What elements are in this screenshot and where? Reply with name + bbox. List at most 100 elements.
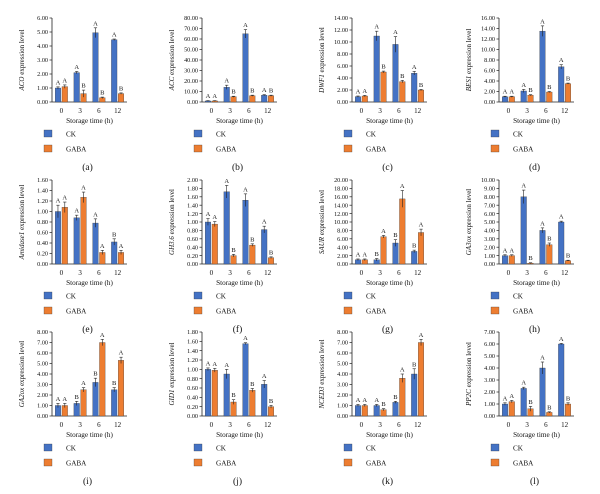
x-tick-label: 12 <box>414 269 422 277</box>
bar <box>223 191 230 265</box>
y-tick-label: 0.40 <box>187 395 198 402</box>
bar <box>520 90 527 103</box>
chart-panel-g: 0.002.004.006.008.0010.0012.0014.0016.00… <box>318 177 427 335</box>
bar <box>261 95 268 103</box>
x-tick-label: 6 <box>247 421 251 429</box>
significance-letter: B <box>112 231 117 238</box>
x-tick-label: 3 <box>228 269 232 277</box>
bar <box>268 95 275 103</box>
significance-letter: A <box>81 185 86 192</box>
x-tick-label: 0 <box>507 107 511 115</box>
y-tick-label: 8.00 <box>484 57 495 64</box>
bar <box>539 30 546 103</box>
y-tick-label: 2.00 <box>337 253 348 260</box>
y-tick-label: 6.00 <box>484 341 495 348</box>
significance-letter: A <box>521 183 526 190</box>
x-tick-label: 0 <box>507 421 511 429</box>
y-tick-label: 8.00 <box>37 329 48 336</box>
significance-letter: B <box>412 243 417 250</box>
legend-swatch-gaba <box>43 458 53 467</box>
y-tick-label: 0.00 <box>337 99 348 106</box>
legend-swatch-gaba <box>343 144 353 153</box>
y-tick-label: 5.00 <box>337 361 348 368</box>
x-tick-label: 12 <box>264 269 272 277</box>
y-tick-label: 0.00 <box>337 413 348 420</box>
x-axis-label: Storage time (h) <box>513 279 560 287</box>
y-tick-label: 40.00 <box>184 57 198 64</box>
significance-letter: A <box>419 332 424 339</box>
bar <box>418 342 425 417</box>
significance-letter: A <box>56 396 61 403</box>
legend-swatch-ck <box>193 443 203 452</box>
significance-letter: A <box>503 89 508 96</box>
significance-letter: A <box>62 195 67 202</box>
significance-letter: A <box>559 57 564 64</box>
significance-letter: A <box>112 32 117 39</box>
y-tick-label: 7.00 <box>37 340 48 347</box>
significance-letter: A <box>540 220 545 227</box>
legend-label-gaba: GABA <box>513 308 534 316</box>
bar <box>211 223 218 265</box>
chart-panel-k: 0.00 1.00 2.00 3.00 4.00 5.00 6.00 7.00 8.00 NCED… <box>318 329 427 487</box>
bar <box>249 95 256 103</box>
legend-label-gaba: GABA <box>366 308 387 316</box>
x-tick-label: 6 <box>97 269 101 277</box>
chart-panel-i: 0.00 1.00 2.00 3.00 4.00 5.00 6.00 7.00 8.00 GA2o… <box>18 329 127 487</box>
legend-swatch-ck <box>43 129 53 138</box>
significance-letter: A <box>381 228 386 235</box>
significance-letter: A <box>243 186 248 193</box>
bar <box>55 211 61 265</box>
y-tick-label: 4.00 <box>337 371 348 378</box>
bar <box>73 217 80 265</box>
bar <box>99 342 106 417</box>
bar <box>242 343 249 417</box>
y-tick-label: 10.00 <box>334 219 348 226</box>
x-tick-label: 0 <box>60 107 64 115</box>
significance-letter: B <box>250 381 255 388</box>
significance-letter: A <box>62 77 67 84</box>
legend-label-ck: CK <box>216 293 227 301</box>
chart-panel-c: 0.00 2.00 4.00 6.00 8.00 10.00 12.00 14.00 DWF1 … <box>318 15 427 173</box>
significance-letter: B <box>547 404 552 411</box>
y-tick-label: 2.00 <box>37 392 48 399</box>
y-tick-label: 0.20 <box>37 251 48 258</box>
bar <box>61 86 68 103</box>
legend-swatch-ck <box>490 129 500 138</box>
y-tick-label: 1.00 <box>37 403 48 410</box>
significance-letter: B <box>250 88 255 95</box>
bar <box>565 260 571 265</box>
legend-swatch-ck <box>490 291 500 300</box>
significance-letter: A <box>224 362 229 369</box>
legend-label-ck: CK <box>216 131 227 139</box>
panel-caption: (l) <box>530 476 539 487</box>
chart-panel-d: 0.00 2.00 4.00 6.00 8.00 10.00 12.00 14.00 16.00… <box>465 15 574 173</box>
panel-caption: (g) <box>382 324 393 335</box>
x-tick-label: 6 <box>544 421 548 429</box>
legend-label-gaba: GABA <box>66 146 87 154</box>
bar <box>373 35 380 103</box>
significance-letter: B <box>400 73 405 80</box>
legend-swatch-gaba <box>343 306 353 315</box>
x-tick-label: 12 <box>114 269 122 277</box>
bar <box>418 232 425 265</box>
x-tick-label: 3 <box>78 421 82 429</box>
y-tick-label: 1.00 <box>484 253 495 260</box>
y-tick-label: 3.00 <box>337 382 348 389</box>
y-tick-label: 2.00 <box>337 87 348 94</box>
x-tick-label: 12 <box>561 107 569 115</box>
y-tick-label: 0.20 <box>187 253 198 260</box>
bar <box>527 95 534 103</box>
significance-letter: A <box>362 251 367 258</box>
y-tick-label: 14.00 <box>481 26 495 33</box>
y-tick-label: 0.00 <box>187 99 198 106</box>
legend-label-gaba: GABA <box>66 460 87 468</box>
significance-letter: A <box>224 78 229 85</box>
bar <box>249 390 256 417</box>
significance-letter: A <box>212 93 217 100</box>
x-tick-label: 12 <box>114 107 122 115</box>
significance-letter: A <box>356 397 361 404</box>
y-tick-label: 1.60 <box>37 177 48 184</box>
y-axis-label: NCED3 expression level <box>318 339 326 409</box>
x-axis-label: Storage time (h) <box>366 279 413 287</box>
significance-letter: B <box>231 89 236 96</box>
